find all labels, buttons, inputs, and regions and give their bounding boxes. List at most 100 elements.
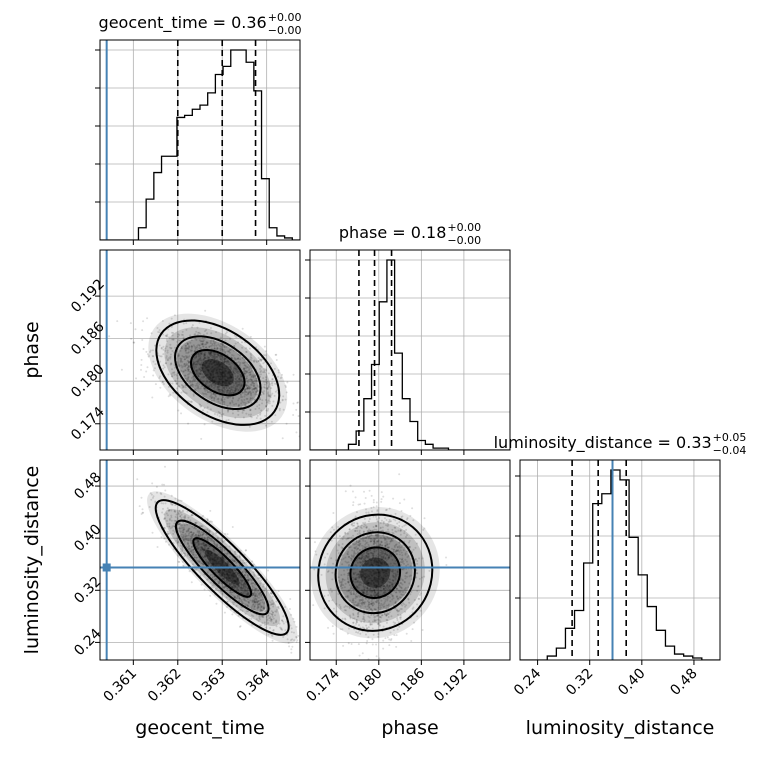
sample-point [213,353,216,356]
sample-point [210,396,213,399]
sample-point [190,550,193,553]
sample-point [246,370,249,373]
sample-point [192,551,195,554]
sample-point [188,547,191,550]
sample-point [189,350,192,353]
sample-point [207,368,210,371]
sample-point [270,394,273,397]
sample-point [356,561,359,564]
sample-point [250,378,253,381]
sample-point [170,514,173,517]
sample-point [209,360,212,363]
sample-point [253,608,256,611]
sample-point [237,399,240,402]
sample-point [133,341,136,344]
sample-point [266,619,269,622]
sample-point [198,347,201,350]
sample-point [223,573,226,576]
sample-point [398,591,401,594]
sample-point [225,365,228,368]
sample-point [290,651,293,654]
sample-point [214,382,217,385]
sample-point [222,366,225,369]
sample-point [140,513,143,516]
sample-point [197,559,200,562]
sample-point [227,392,230,395]
sample-point [226,580,229,583]
sample-point [246,384,249,387]
sample-point [178,499,181,502]
sample-point [367,582,370,585]
sample-point [202,345,205,348]
sample-point [183,539,186,542]
sample-point [409,593,412,596]
sample-point [186,343,189,346]
sample-point [207,553,210,556]
sample-point [346,576,349,579]
panel-geocent_time-luminosity_distance [100,460,300,660]
sample-point [222,571,225,574]
sample-point [169,353,172,356]
sample-point [171,350,174,353]
sample-point [285,621,288,624]
sample-point [221,348,224,351]
sample-point [220,562,223,565]
sample-point [213,367,216,370]
sample-point [216,371,219,374]
sample-point [212,564,215,567]
sample-point [207,391,210,394]
sample-point [380,491,383,494]
sample-point [214,569,217,572]
sample-point [210,367,213,370]
density-fill [148,313,288,432]
sample-point [187,399,190,402]
sample-point [202,387,205,390]
sample-point [253,583,256,586]
sample-point [282,622,285,625]
sample-point [213,361,216,364]
sample-point [227,574,230,577]
sample-point [146,366,149,369]
sample-point [405,632,408,635]
sample-point [195,355,198,358]
sample-point [249,352,252,355]
sample-point [229,367,232,370]
sample-point [204,552,207,555]
sample-point [228,392,231,395]
sample-point [373,592,376,595]
sample-point [234,572,237,575]
sample-point [196,360,199,363]
sample-point [267,399,270,402]
sample-point [245,549,248,552]
sample-point [164,502,167,505]
sample-point [210,391,213,394]
sample-point [238,363,241,366]
sample-point [152,369,155,372]
sample-point [272,603,275,606]
sample-point [214,532,217,535]
sample-point [262,602,265,605]
sample-point [204,547,207,550]
sample-point [219,347,222,350]
sample-point [179,522,182,525]
sample-point [237,579,240,582]
sample-point [141,329,144,332]
sample-point [292,617,295,620]
sample-point [187,422,190,425]
sample-point [231,568,234,571]
sample-point [231,591,234,594]
sample-point [263,390,266,393]
sample-point [221,561,224,564]
sample-point [185,392,188,395]
sample-point [356,522,359,525]
sample-point [214,561,217,564]
sample-point [212,351,215,354]
sample-point [213,559,216,562]
sample-point [231,591,234,594]
sample-point [392,595,395,598]
sample-point [216,398,219,401]
sample-point [168,393,171,396]
sample-point [221,555,224,558]
sample-point [236,381,239,384]
sample-point [290,613,293,616]
